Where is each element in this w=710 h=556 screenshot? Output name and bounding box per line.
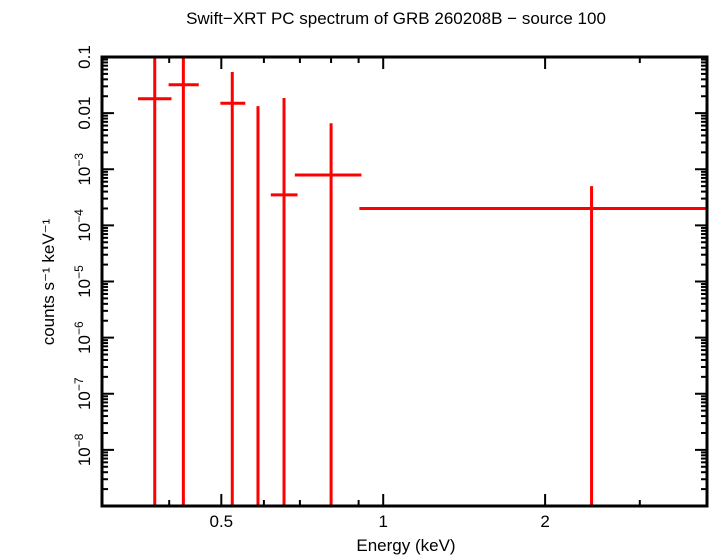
y-tick-label: 10−4 (72, 209, 94, 242)
chart-title: Swift−XRT PC spectrum of GRB 260208B − s… (186, 9, 606, 28)
y-tick-base: 10 (75, 447, 94, 466)
y-tick-label: 0.01 (75, 97, 94, 130)
y-tick-exponent: −3 (72, 153, 86, 167)
y-tick-exponent: −6 (72, 321, 86, 335)
y-tick-exponent: −5 (72, 265, 86, 279)
y-tick-exponent: −4 (72, 209, 86, 223)
y-tick-base: 0.1 (75, 45, 94, 69)
data-point (168, 57, 199, 506)
y-tick-label: 10−8 (72, 433, 94, 466)
y-tick-exponent: −7 (72, 377, 86, 391)
data-point (270, 97, 298, 506)
y-tick-label: 10−7 (72, 377, 94, 410)
x-tick-label: 1 (378, 512, 387, 531)
y-tick-base: 10 (75, 335, 94, 354)
y-tick-label: 10−3 (72, 153, 94, 186)
data-points (138, 57, 706, 506)
data-point (138, 57, 172, 506)
y-tick-base: 10 (75, 279, 94, 298)
data-point (220, 72, 246, 506)
y-tick-exponent: −8 (72, 433, 86, 447)
y-axis-label: counts s⁻¹ keV⁻¹ (39, 218, 58, 345)
x-tick-label: 2 (540, 512, 549, 531)
y-tick-base: 10 (75, 391, 94, 410)
plot-frame (100, 55, 709, 508)
y-tick-label: 0.1 (75, 45, 94, 69)
data-point (294, 123, 362, 506)
y-tick-base: 10 (75, 223, 94, 242)
data-point (359, 186, 706, 506)
x-axis-label: Energy (keV) (356, 536, 455, 555)
y-tick-base: 0.01 (75, 97, 94, 130)
y-tick-label: 10−5 (72, 265, 94, 298)
y-tick-label: 10−6 (72, 321, 94, 354)
y-tick-base: 10 (75, 167, 94, 186)
x-tick-label: 0.5 (209, 512, 233, 531)
